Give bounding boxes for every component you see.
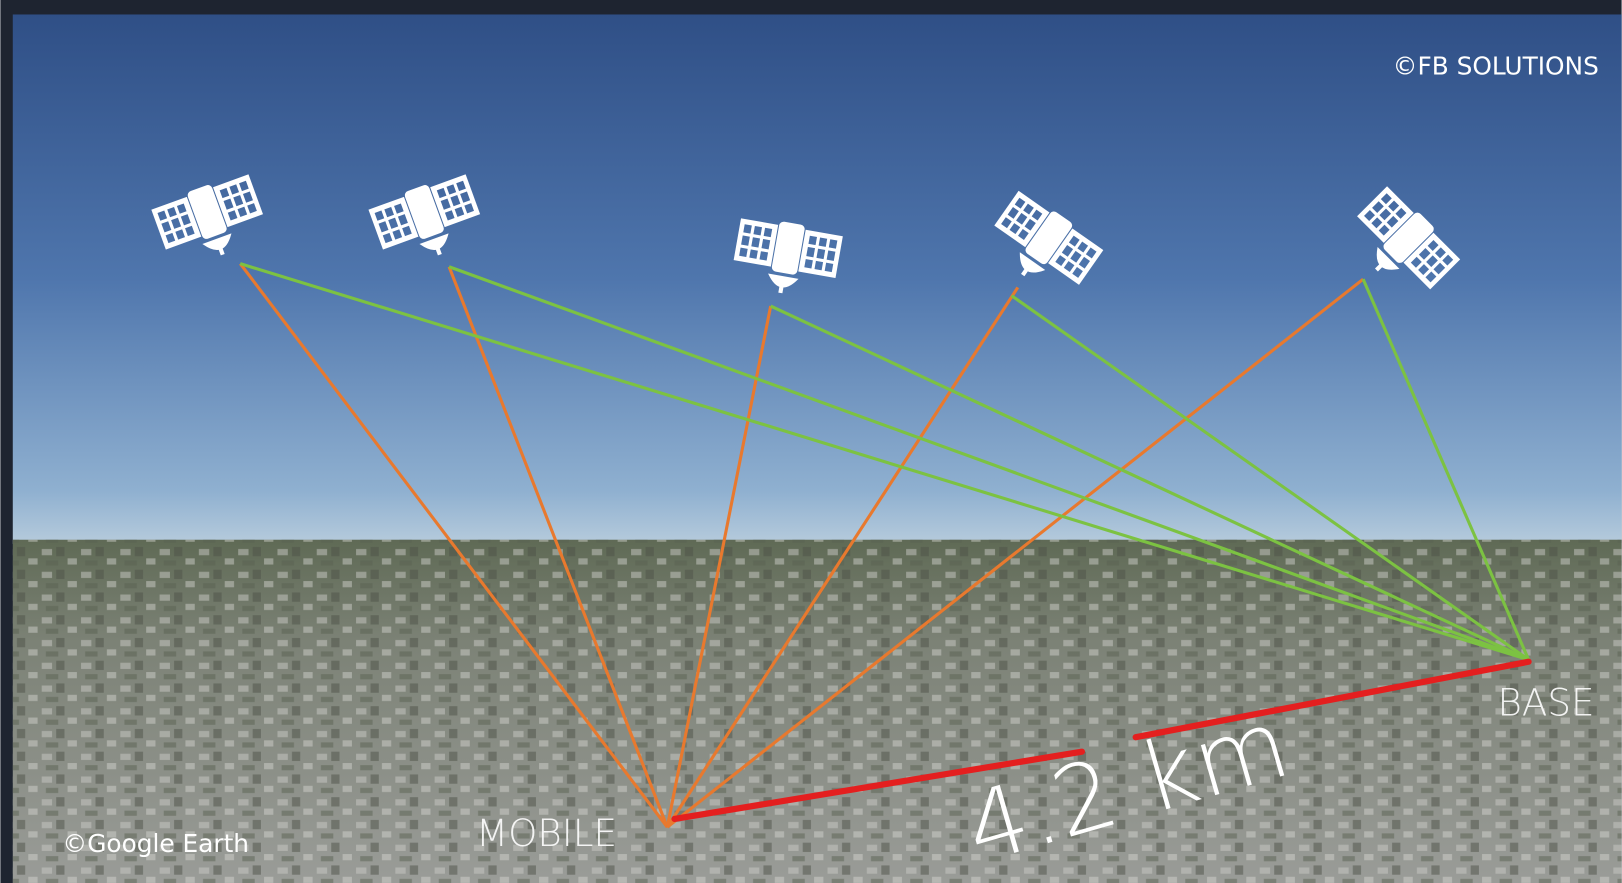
mobile-label: MOBILE xyxy=(476,811,617,855)
baseline xyxy=(671,658,1532,822)
base-label: BASE xyxy=(1498,680,1595,724)
base-links xyxy=(239,262,1530,662)
owner-credit: ©FB SOLUTIONS xyxy=(1393,51,1599,80)
imagery-credit: ©Google Earth xyxy=(62,829,249,858)
sky xyxy=(12,14,1622,544)
mobile-links xyxy=(239,262,1365,829)
